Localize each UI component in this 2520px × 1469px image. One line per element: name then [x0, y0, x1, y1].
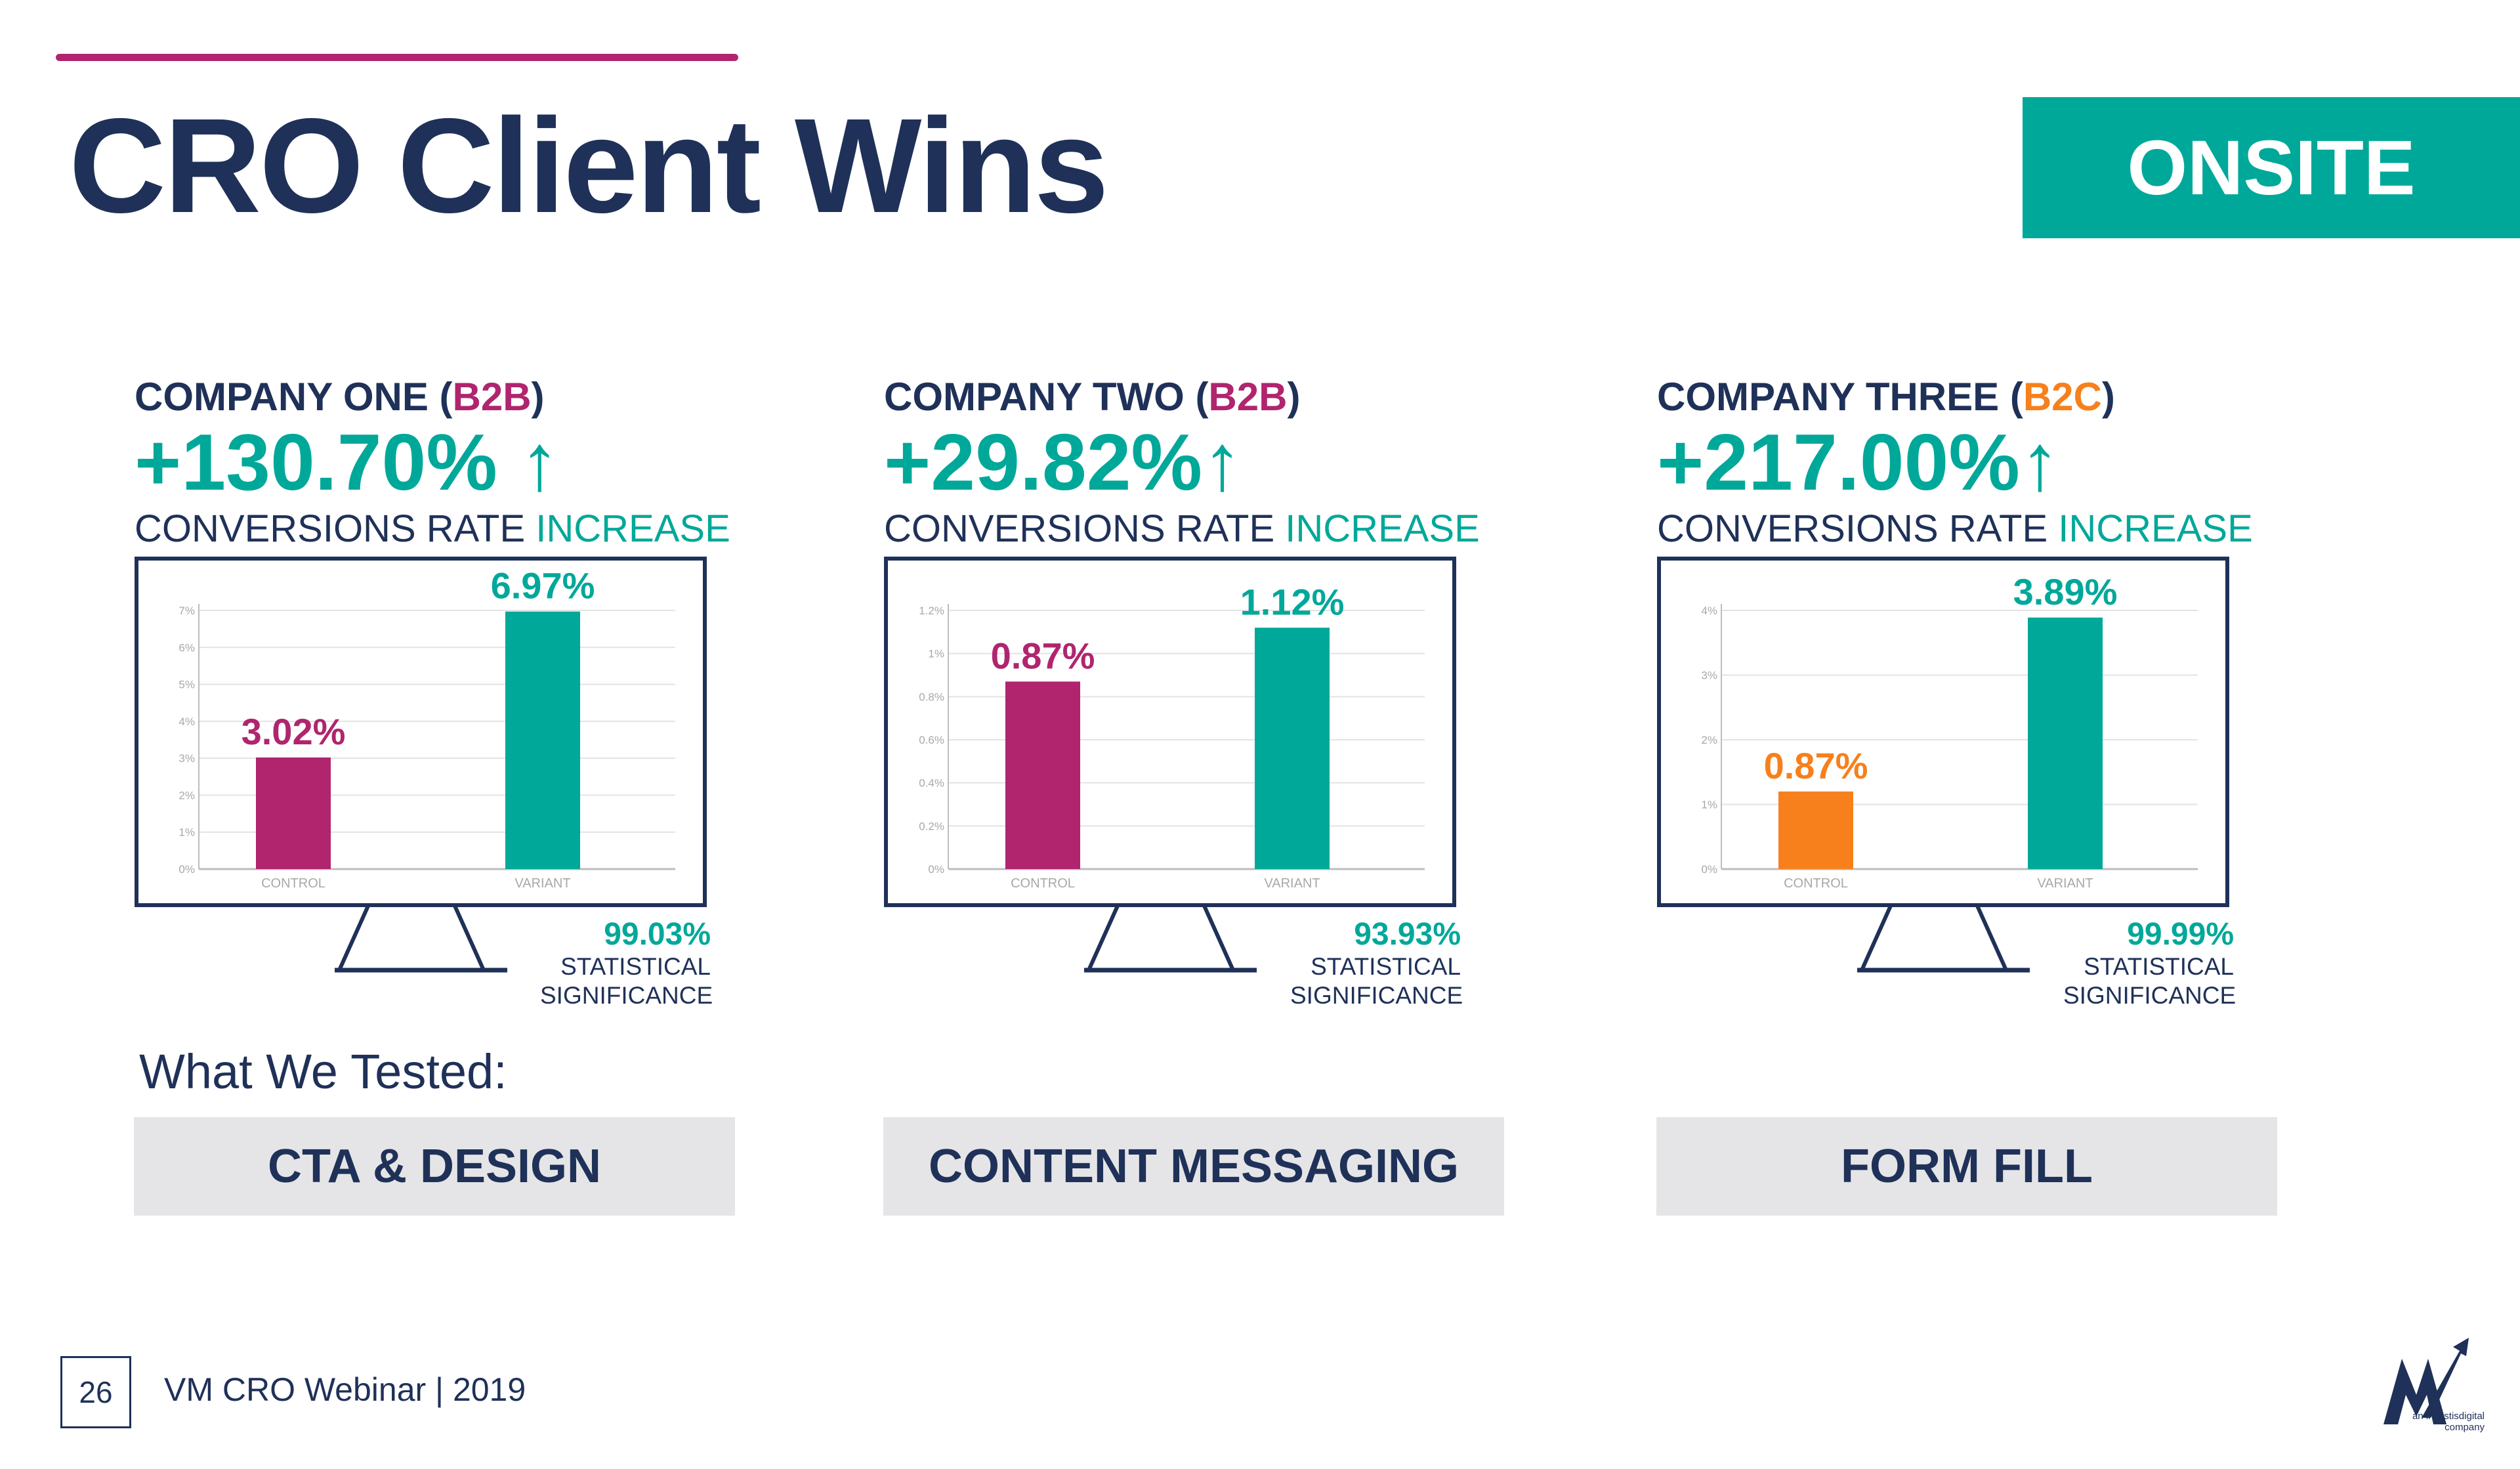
bar-value-label: 6.97% [491, 565, 595, 607]
significance-label-1: STATISTICAL [2084, 952, 2234, 980]
y-tick-label: 0.2% [919, 820, 944, 832]
company-block-three: COMPANY THREE (B2C) +217.00%↑ CONVERSION… [1657, 377, 2346, 548]
monitor-leg-right [1975, 905, 2008, 971]
y-tick-label: 1.2% [919, 605, 944, 617]
x-tick-label: VARIANT [1264, 876, 1320, 891]
significance-label-2: SIGNIFICANCE [2063, 982, 2236, 1010]
bar-value-label: 0.87% [1764, 745, 1868, 786]
company-block-one: COMPANY ONE (B2B) +130.70% ↑ CONVERSIONS… [135, 377, 824, 548]
company-tag: B2C [2023, 375, 2102, 419]
significance-value: 93.93% [1354, 917, 1461, 952]
bar-chart-one: 0% 1% 2% 3% 4% 5% 6% 7% 3.02% CONTROL 6.97% VARIANT [135, 557, 707, 973]
company-name: COMPANY ONE (B2B) [135, 375, 545, 419]
tested-item-label: FORM FILL [1841, 1140, 2093, 1193]
y-tick-label: 2% [1701, 734, 1717, 746]
y-tick-label: 4% [1701, 605, 1717, 617]
bar-variant [1255, 628, 1330, 869]
y-tick-label: 5% [178, 679, 195, 691]
x-tick-label: CONTROL [1784, 876, 1848, 891]
monitor-leg-right [453, 905, 486, 971]
bar-value-label: 3.02% [242, 711, 346, 752]
monitor-chart-one: 0% 1% 2% 3% 4% 5% 6% 7% 3.02% CONTROL 6.97% VARIANT [135, 557, 710, 974]
badge-label: ONSITE [2127, 124, 2416, 211]
tested-item-label: CTA & DESIGN [267, 1140, 601, 1193]
bar-chart-three: 0% 1% 2% 3% 4% 0.87% CONTROL 3.89% VARIANT [1657, 557, 2229, 973]
tested-item-label: CONTENT MESSAGING [928, 1140, 1460, 1193]
significance-two: 93.93% STATISTICAL SIGNIFICANCE [1290, 917, 1463, 1011]
increase-subtitle: CONVERSIONS RATE INCREASE [1657, 507, 2253, 550]
page-title: CRO Client Wins [69, 91, 1109, 241]
logo-subtitle: an investisdigital company [2412, 1411, 2485, 1433]
x-tick-label: VARIANT [514, 876, 570, 891]
y-tick-label: 6% [178, 641, 195, 654]
y-tick-label: 0% [928, 863, 944, 876]
y-tick-label: 1% [928, 648, 944, 660]
bar-value-label: 1.12% [1240, 581, 1345, 622]
footer-text: VM CRO Webinar | 2019 [164, 1371, 526, 1408]
bar-variant [2028, 617, 2103, 869]
y-tick-label: 7% [178, 605, 195, 617]
significance-label-2: SIGNIFICANCE [540, 982, 713, 1010]
y-tick-label: 3% [178, 752, 195, 765]
bar-variant [505, 611, 580, 869]
company-name: COMPANY TWO (B2B) [884, 375, 1301, 419]
y-tick-label: 4% [178, 715, 195, 728]
y-tick-label: 1% [178, 826, 195, 839]
significance-label-1: STATISTICAL [1311, 952, 1461, 980]
significance-three: 99.99% STATISTICAL SIGNIFICANCE [2063, 917, 2236, 1011]
significance-value: 99.99% [2127, 917, 2234, 952]
tested-item-form-fill: FORM FILL [1656, 1117, 2277, 1216]
vm-logo-icon [2384, 1338, 2469, 1424]
company-tag: B2B [1208, 375, 1288, 419]
monitor-leg-left [1860, 905, 1893, 971]
company-name: COMPANY THREE (B2C) [1657, 375, 2115, 419]
monitor-chart-three: 0% 1% 2% 3% 4% 0.87% CONTROL 3.89% VARIANT [1657, 557, 2233, 974]
top-accent-rule [56, 54, 738, 61]
monitor-screen [1657, 557, 2229, 907]
significance-one: 99.03% STATISTICAL SIGNIFICANCE [540, 917, 713, 1011]
significance-label-1: STATISTICAL [560, 952, 711, 980]
monitor-chart-two: 0% 0.2% 0.4% 0.6% 0.8% 1% 1.2% 0.87% CONTROL 1.12… [884, 557, 1460, 974]
bar-control [256, 757, 331, 869]
monitor-leg-right [1202, 905, 1235, 971]
page-number: 26 [79, 1375, 113, 1409]
x-tick-label: VARIANT [2037, 876, 2093, 891]
tested-heading: What We Tested: [139, 1044, 507, 1099]
tested-item-content-messaging: CONTENT MESSAGING [883, 1117, 1504, 1216]
company-block-two: COMPANY TWO (B2B) +29.82%↑ CONVERSIONS R… [884, 377, 1573, 548]
onsite-badge: ONSITE [2023, 97, 2520, 238]
increase-subtitle: CONVERSIONS RATE INCREASE [135, 507, 730, 550]
y-tick-label: 0.4% [919, 777, 944, 790]
tested-item-cta-design: CTA & DESIGN [134, 1117, 735, 1216]
y-tick-label: 1% [1701, 799, 1717, 811]
company-tag: B2B [452, 375, 532, 419]
bar-chart-two: 0% 0.2% 0.4% 0.6% 0.8% 1% 1.2% 0.87% CONTROL 1.12… [884, 557, 1456, 973]
increase-value: +130.70% ↑ [135, 417, 560, 507]
y-tick-label: 3% [1701, 670, 1717, 682]
monitor-screen [135, 557, 707, 907]
monitor-leg-left [337, 905, 370, 971]
monitor-leg-left [1087, 905, 1120, 971]
y-tick-label: 0.8% [919, 691, 944, 703]
x-tick-label: CONTROL [1011, 876, 1075, 891]
y-tick-label: 0% [1701, 863, 1717, 876]
increase-value: +217.00%↑ [1657, 417, 2060, 507]
significance-label-2: SIGNIFICANCE [1290, 982, 1463, 1010]
monitor-screen [884, 557, 1456, 907]
y-tick-label: 0% [178, 863, 195, 876]
bar-value-label: 0.87% [991, 635, 1095, 676]
increase-value: +29.82%↑ [884, 417, 1243, 507]
y-tick-label: 0.6% [919, 734, 944, 746]
bar-control [1005, 681, 1080, 869]
bar-value-label: 3.89% [2013, 571, 2118, 612]
increase-subtitle: CONVERSIONS RATE INCREASE [884, 507, 1480, 550]
page-number-box: 26 [60, 1356, 131, 1428]
y-tick-label: 2% [178, 789, 195, 801]
bar-control [1778, 791, 1853, 869]
x-tick-label: CONTROL [261, 876, 326, 891]
significance-value: 99.03% [604, 917, 711, 952]
